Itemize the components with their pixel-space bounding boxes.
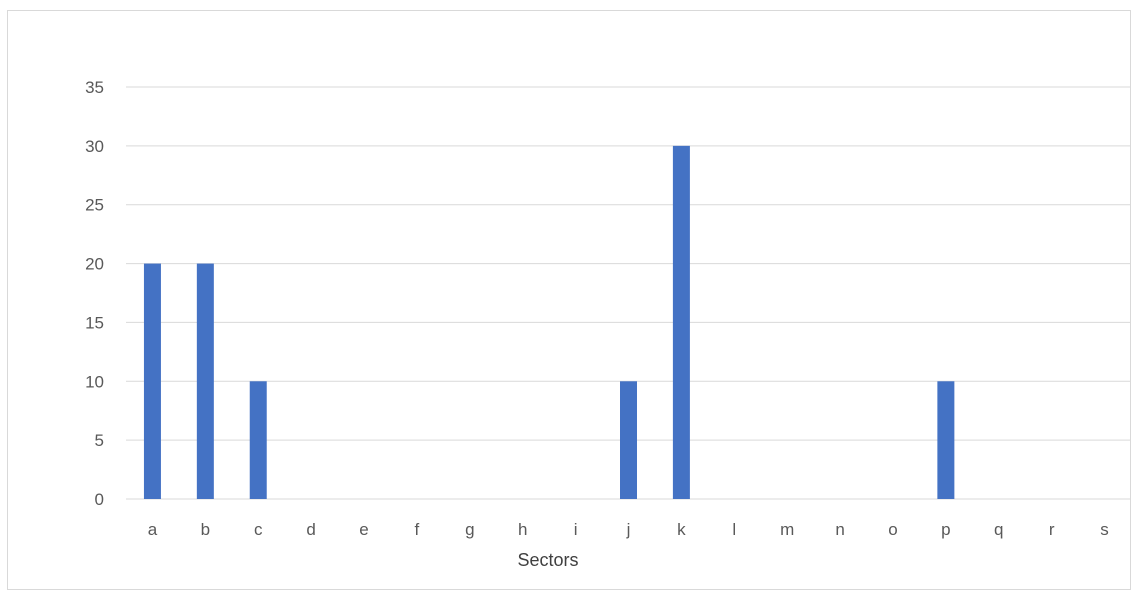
bars xyxy=(143,145,955,499)
x-tick-label-m: m xyxy=(780,520,794,539)
x-tick-label-p: p xyxy=(941,520,950,539)
x-tick-label-i: i xyxy=(574,520,578,539)
bar-j xyxy=(620,381,637,499)
x-tick-label-l: l xyxy=(732,520,736,539)
x-tick-label-h: h xyxy=(518,520,527,539)
y-tick-label-25: 25 xyxy=(85,196,104,215)
y-tick-label-20: 20 xyxy=(85,255,104,274)
y-tick-label-10: 10 xyxy=(85,372,104,391)
x-tick-label-r: r xyxy=(1049,520,1055,539)
x-tick-label-c: c xyxy=(254,520,263,539)
y-tick-label-15: 15 xyxy=(85,313,104,332)
bar-a xyxy=(143,263,161,499)
x-tick-label-a: a xyxy=(148,520,158,539)
x-tick-label-o: o xyxy=(888,520,897,539)
y-tick-label-30: 30 xyxy=(85,137,104,156)
x-tick-label-s: s xyxy=(1100,520,1109,539)
bar-p xyxy=(937,381,955,499)
x-tick-label-d: d xyxy=(306,520,315,539)
x-axis-tick-labels: a b c d e f g h i j k l m n o p q r s xyxy=(148,520,1109,539)
x-tick-label-e: e xyxy=(359,520,368,539)
x-tick-label-j: j xyxy=(626,520,631,539)
bar-b xyxy=(196,263,214,499)
y-axis-tick-labels: 0 5 10 15 20 25 30 35 xyxy=(85,78,104,509)
x-tick-label-f: f xyxy=(415,520,420,539)
x-tick-label-n: n xyxy=(835,520,844,539)
gridlines xyxy=(126,86,1131,500)
bar-k xyxy=(672,145,690,499)
bar-chart: 0 5 10 15 20 25 30 35 a b c d e f g h i j k l m n o p q r s Secto… xyxy=(85,78,1131,570)
y-tick-label-0: 0 xyxy=(95,490,104,509)
y-tick-label-5: 5 xyxy=(95,431,104,450)
x-tick-label-b: b xyxy=(201,520,210,539)
x-tick-label-g: g xyxy=(465,520,474,539)
x-tick-label-k: k xyxy=(677,520,686,539)
y-tick-label-35: 35 xyxy=(85,78,104,97)
x-tick-label-q: q xyxy=(994,520,1003,539)
bar-c xyxy=(249,381,267,499)
x-axis-title: Sectors xyxy=(517,550,578,570)
